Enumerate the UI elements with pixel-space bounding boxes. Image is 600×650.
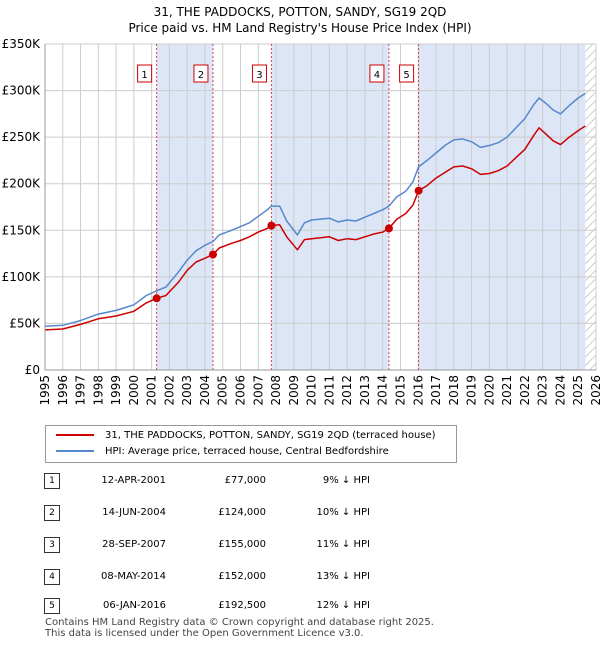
x-tick-label: 2004 [198,375,212,406]
x-tick-label: 2006 [234,375,248,406]
x-tick-label: 2012 [340,375,354,406]
sale-number: 2 [44,505,60,521]
x-tick-label: 1997 [74,375,88,406]
x-tick-label: 2013 [358,375,372,406]
sale-date: 28-SEP-2007 [102,539,166,550]
sale-point [208,250,217,259]
sale-label: 1 [141,70,147,81]
x-tick-label: 2003 [180,375,194,406]
price-paid-swatch [56,434,94,436]
y-tick-label: £50K [9,316,41,330]
sale-price: £192,500 [218,600,266,611]
sale-number: 3 [44,537,60,553]
sale-hpi-diff: 12% ↓ HPI [316,600,370,611]
y-tick-label: £150K [2,223,42,237]
table-row: 5 06-JAN-2016 £192,500 12% ↓ HPI [0,595,600,615]
x-tick-label: 2018 [447,375,461,406]
y-tick-label: £200K [2,177,42,191]
x-tick-label: 2019 [465,375,479,406]
sale-price: £152,000 [218,571,266,582]
footer-copyright: Contains HM Land Registry data © Crown c… [45,617,434,628]
chart-subtitle: Price paid vs. HM Land Registry's House … [128,21,472,35]
x-tick-label: 2017 [429,375,443,406]
sale-label: 3 [256,70,262,81]
sale-date: 08-MAY-2014 [100,571,166,582]
forecast-hatch [585,44,596,370]
x-tick-label: 1999 [109,375,123,406]
footer-licence: This data is licensed under the Open Gov… [45,628,364,639]
x-tick-label: 2009 [287,375,301,406]
x-tick-label: 2014 [376,375,390,406]
x-tick-label: 2010 [305,375,319,406]
sale-price: £155,000 [218,539,266,550]
sale-hpi-diff: 11% ↓ HPI [316,539,370,550]
y-tick-label: £250K [2,130,42,144]
sale-number: 4 [44,569,60,585]
table-row: 2 14-JUN-2004 £124,000 10% ↓ HPI [0,502,600,522]
footer: Contains HM Land Registry data © Crown c… [45,617,434,639]
sale-label: 5 [403,70,409,81]
legend-label-hpi: HPI: Average price, terraced house, Cent… [105,446,389,457]
y-tick-label: £350K [2,37,42,51]
legend-item-hpi: HPI: Average price, terraced house, Cent… [56,445,389,459]
ownership-shade [418,44,586,370]
x-tick-label: 2016 [411,375,425,406]
x-tick-label: 2023 [536,375,550,406]
y-tick-label: £0 [25,363,40,377]
table-row: 1 12-APR-2001 £77,000 9% ↓ HPI [0,470,600,490]
sale-label-box [137,64,153,83]
x-tick-label: 2001 [145,375,159,406]
sale-point [414,186,423,195]
legend-label-price-paid: 31, THE PADDOCKS, POTTON, SANDY, SG19 2Q… [105,430,436,441]
x-tick-label: 1996 [56,375,70,406]
chart-title: 31, THE PADDOCKS, POTTON, SANDY, SG19 2Q… [153,5,447,19]
x-tick-label: 2005 [216,375,230,406]
ownership-shade [271,44,389,370]
sale-number: 1 [44,473,60,489]
x-tick-label: 2007 [251,375,265,406]
price-paid-line [44,125,586,331]
sale-label-box [251,64,267,83]
x-tick-label: 2008 [269,375,283,406]
x-tick-label: 2022 [518,375,532,406]
table-row: 4 08-MAY-2014 £152,000 13% ↓ HPI [0,566,600,586]
sale-hpi-diff: 13% ↓ HPI [316,571,370,582]
legend: 31, THE PADDOCKS, POTTON, SANDY, SG19 2Q… [45,425,457,463]
table-row: 3 28-SEP-2007 £155,000 11% ↓ HPI [0,534,600,554]
x-tick-label: 1998 [91,375,105,406]
price-chart: 1 2 3 4 5 £0 £50K £100K £150K £200K £250K £300K £35… [2,37,600,406]
x-tick-label: 2024 [553,375,567,406]
sale-label-box [369,64,385,83]
x-tick-label: 2000 [127,375,141,406]
x-tick-label: 2020 [482,375,496,406]
sale-point [152,294,161,303]
x-tick-label: 2015 [393,375,407,406]
sale-hpi-diff: 10% ↓ HPI [316,507,370,518]
hpi-swatch [56,450,94,452]
sale-price: £124,000 [218,507,266,518]
sale-number: 5 [44,598,60,614]
y-tick-label: £300K [2,84,42,98]
sale-label: 4 [374,70,380,81]
sale-label-box [193,64,209,83]
x-tick-label: 2021 [500,375,514,406]
sale-label: 2 [198,70,204,81]
ownership-shade [156,44,213,370]
sale-label-box [399,64,415,83]
hpi-line [44,92,586,327]
sale-point [384,224,393,233]
sale-hpi-diff: 9% ↓ HPI [322,475,370,486]
legend-item-price-paid: 31, THE PADDOCKS, POTTON, SANDY, SG19 2Q… [56,429,436,443]
sale-date: 06-JAN-2016 [102,600,166,611]
x-tick-label: 2011 [322,375,336,406]
sale-point [267,221,276,230]
sale-price: £77,000 [224,475,266,486]
y-tick-label: £100K [2,270,42,284]
x-tick-label: 1995 [38,375,52,406]
sale-date: 12-APR-2001 [101,475,166,486]
x-tick-label: 2025 [571,375,585,406]
x-tick-label: 2026 [589,375,600,406]
sale-date: 14-JUN-2004 [102,507,166,518]
x-tick-label: 2002 [162,375,176,406]
